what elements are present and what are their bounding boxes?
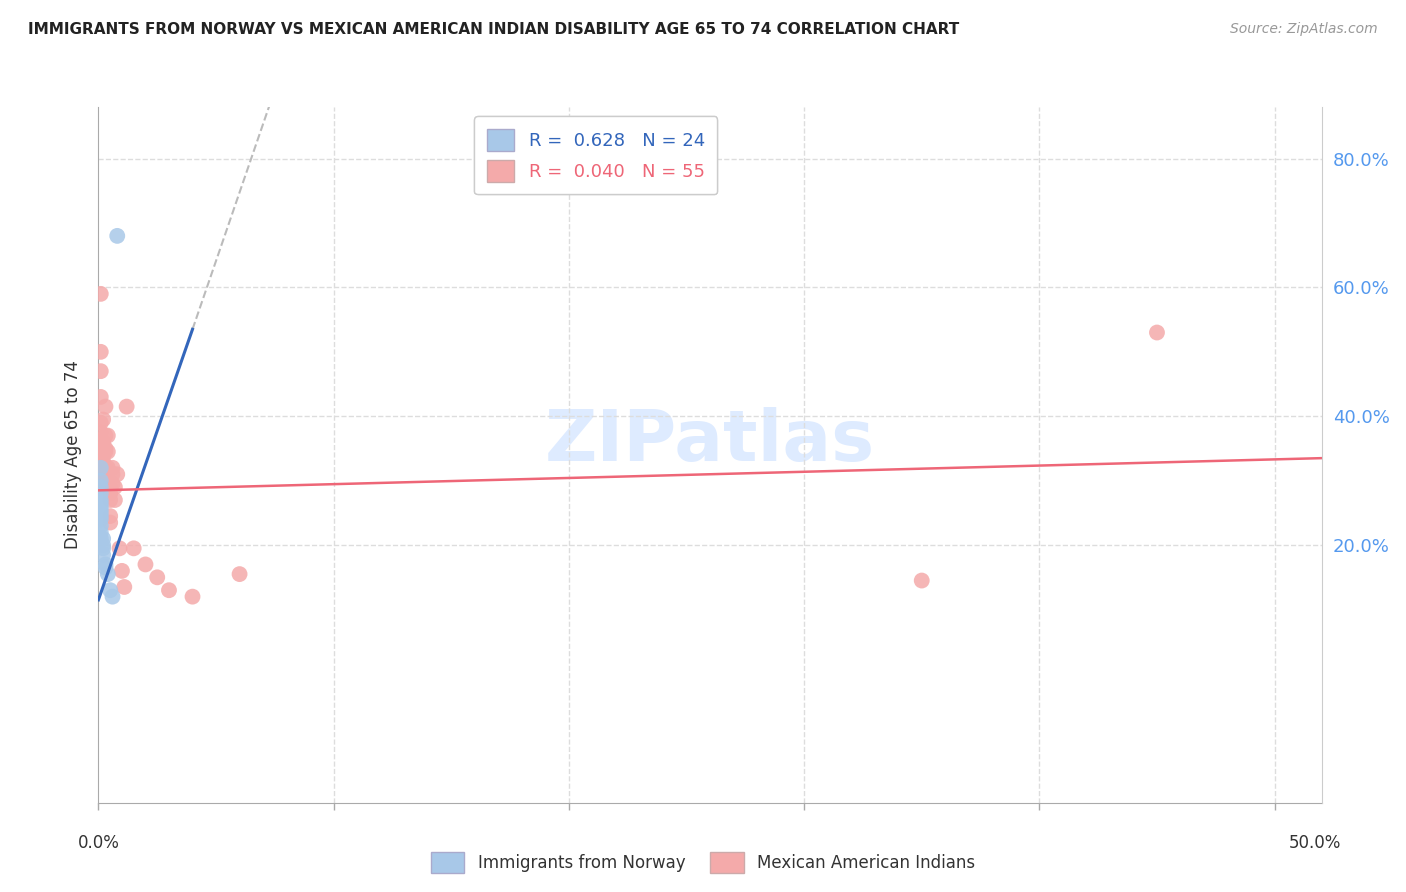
Point [101,477,124,491]
Point [98,486,121,500]
Point [134,558,156,572]
Point [90,474,112,488]
Point [98,583,121,598]
Point [91,548,114,562]
Point [101,460,124,475]
Point [90,460,112,475]
Point [911,574,934,588]
Point [91,454,114,468]
Y-axis label: Disability Age 65 to 74: Disability Age 65 to 74 [65,360,83,549]
Point [228,567,250,582]
Point [97,470,120,484]
Point [104,493,127,508]
Point [181,590,204,604]
Point [91,538,114,552]
Text: IMMIGRANTS FROM NORWAY VS MEXICAN AMERICAN INDIAN DISABILITY AGE 65 TO 74 CORREL: IMMIGRANTS FROM NORWAY VS MEXICAN AMERIC… [28,22,959,37]
Point [98,509,121,524]
Text: 0.0%: 0.0% [77,834,120,852]
Point [90,525,112,540]
Point [146,570,169,584]
Point [97,444,120,458]
Point [90,480,112,494]
Point [90,364,112,378]
Point [90,493,112,508]
Point [90,509,112,524]
Point [105,228,128,243]
Point [97,567,120,582]
Point [115,400,138,414]
Point [94,428,117,442]
Point [112,580,135,594]
Text: ZIPatlas: ZIPatlas [546,407,875,475]
Point [94,400,117,414]
Point [97,477,120,491]
Point [91,448,114,462]
Point [90,486,112,500]
Point [91,464,114,478]
Point [108,541,131,556]
Point [90,458,112,472]
Point [94,444,117,458]
Point [111,564,134,578]
Point [90,438,112,452]
Text: Source: ZipAtlas.com: Source: ZipAtlas.com [1230,22,1378,37]
Point [97,460,120,475]
Legend: Immigrants from Norway, Mexican American Indians: Immigrants from Norway, Mexican American… [425,846,981,880]
Point [1146,326,1168,340]
Point [90,286,112,301]
Point [91,412,114,426]
Point [90,425,112,440]
Point [90,344,112,359]
Point [90,496,112,510]
Point [90,506,112,520]
Point [90,532,112,546]
Point [91,442,114,456]
Point [91,435,114,450]
Point [94,477,117,491]
Point [90,460,112,475]
Point [98,516,121,530]
Point [91,541,114,556]
Point [91,458,114,472]
Point [91,467,114,482]
Point [90,518,112,533]
Point [91,532,114,546]
Point [90,512,112,526]
Point [97,428,120,442]
Point [90,390,112,404]
Point [94,460,117,475]
Point [101,467,124,482]
Point [90,444,112,458]
Point [101,590,124,604]
Point [94,560,117,574]
Point [90,416,112,430]
Point [90,467,112,482]
Point [94,558,117,572]
Legend: R =  0.628   N = 24, R =  0.040   N = 55: R = 0.628 N = 24, R = 0.040 N = 55 [474,116,717,194]
Text: 50.0%: 50.0% [1288,834,1341,852]
Point [98,480,121,494]
Point [157,583,180,598]
Point [122,541,145,556]
Point [90,502,112,516]
Point [90,451,112,466]
Point [90,500,112,514]
Point [91,474,114,488]
Point [94,442,117,456]
Point [104,480,127,494]
Point [105,467,128,482]
Point [98,493,121,508]
